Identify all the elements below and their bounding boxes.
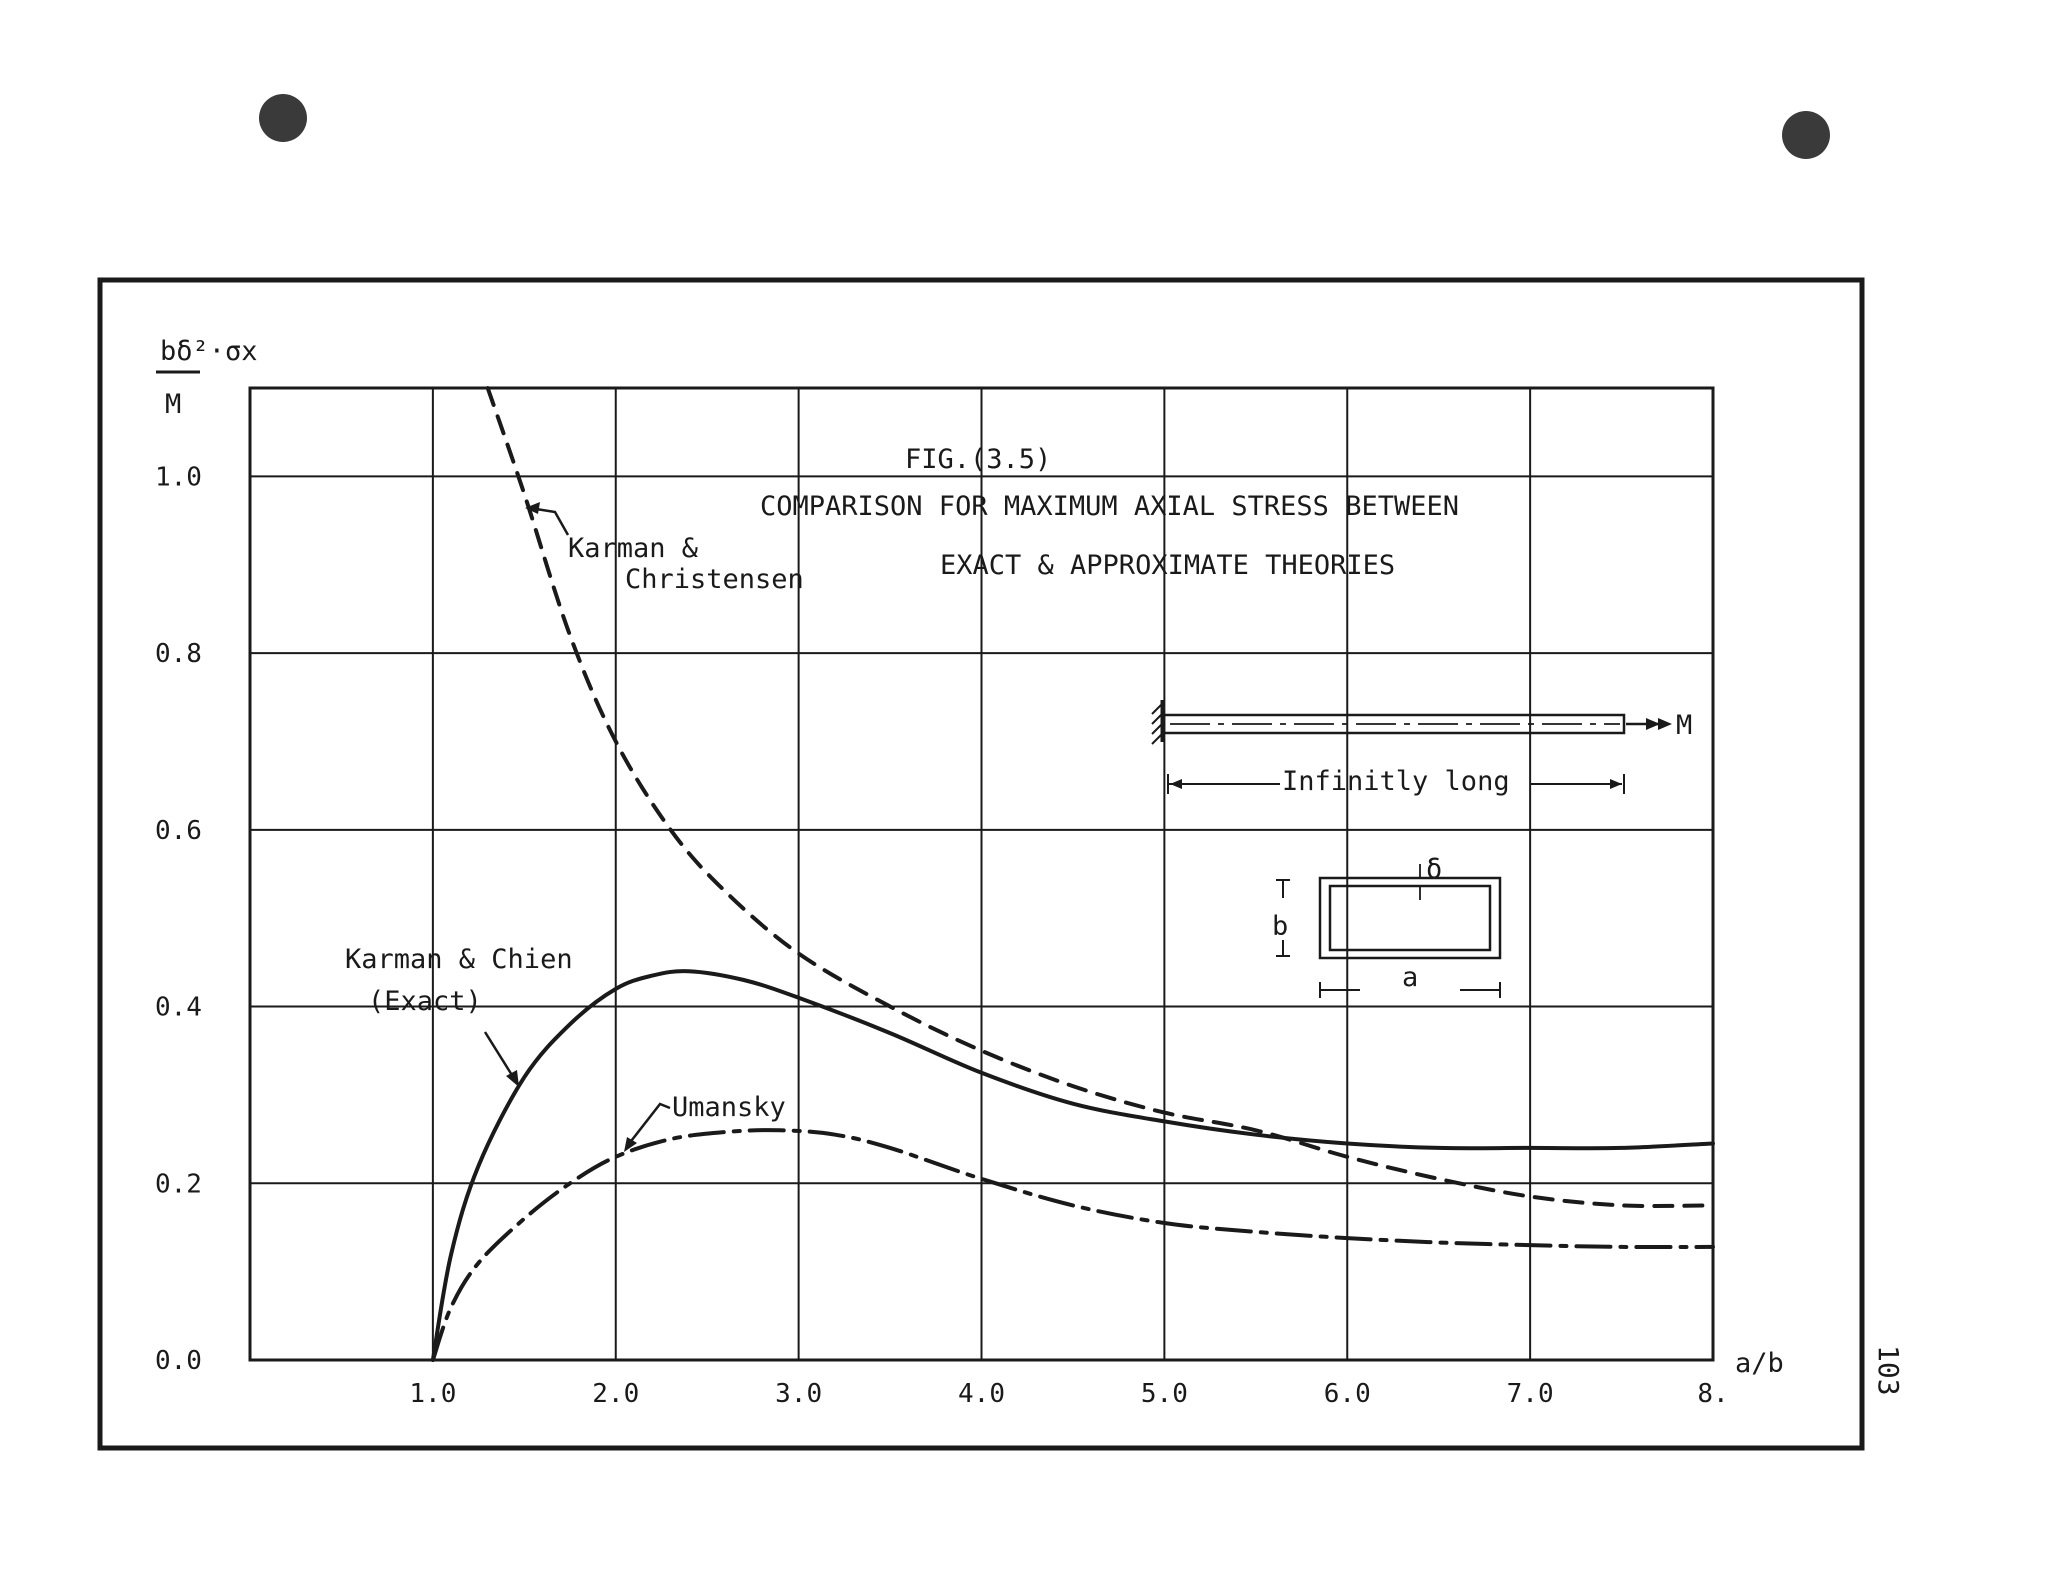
- data-series: [430, 386, 1715, 1362]
- series-line-karman-christensen: [485, 386, 1715, 1209]
- chart-subtitle-1: COMPARISON FOR MAXIMUM AXIAL STRESS BETW…: [760, 491, 1459, 522]
- inset-height-label: b: [1272, 911, 1288, 942]
- y-tick-label: 1.0: [155, 462, 202, 492]
- arrow-umansky: [627, 1102, 671, 1146]
- chart-subtitle-2: EXACT & APPROXIMATE THEORIES: [940, 550, 1395, 581]
- label-karman-christensen-2: Christensen: [625, 564, 804, 595]
- y-tick-label: 0.2: [155, 1169, 202, 1199]
- y-tick-label: 0.6: [155, 816, 202, 846]
- label-karman-chien-2: (Exact): [368, 986, 482, 1017]
- inset-thickness-label: δ: [1426, 854, 1442, 885]
- x-tick-label: 7.0: [1507, 1379, 1554, 1409]
- y-tick-label: 0.4: [155, 993, 202, 1023]
- arrowhead-umansky: [624, 1137, 637, 1152]
- plot-area: 1.0 2.0 3.0 4.0 5.0 6.0 7.0 8. 0.0 0.2 0.4 0.6 0.8 1.…: [155, 386, 1729, 1409]
- inset-width-label: a: [1402, 962, 1418, 993]
- label-karman-chien-1: Karman & Chien: [345, 944, 573, 975]
- x-tick-label: 4.0: [958, 1379, 1005, 1409]
- x-axis-label: a/b: [1735, 1348, 1784, 1379]
- chart-title: FIG.(3.5): [905, 444, 1051, 475]
- x-tick-label: 2.0: [592, 1379, 639, 1409]
- label-umansky: Umansky: [672, 1092, 786, 1123]
- arrowhead-karman-christensen: [525, 502, 540, 514]
- y-tick-label: 0.0: [155, 1346, 202, 1376]
- inset-cross-section: δ b a: [1272, 854, 1502, 998]
- arrowhead-karman-chien: [506, 1070, 519, 1087]
- arrow-karman-chien: [483, 1031, 517, 1081]
- plot-border: [248, 386, 1715, 1362]
- inset-beam: M Infinitly long: [1151, 700, 1692, 797]
- x-tick-label: 3.0: [775, 1379, 822, 1409]
- y-tick-label: 0.8: [155, 639, 202, 669]
- series-line-umansky: [430, 1128, 1715, 1362]
- y-axis-label-top: bδ²·σx: [160, 336, 258, 367]
- binder-hole-right: [1782, 111, 1830, 159]
- tick-labels: 1.0 2.0 3.0 4.0 5.0 6.0 7.0 8. 0.0 0.2 0.4 0.6 0.8 1.…: [155, 462, 1729, 1409]
- x-tick-label: 6.0: [1324, 1379, 1371, 1409]
- label-karman-christensen-1: Karman &: [568, 533, 699, 564]
- outer-frame: [97, 277, 1865, 1451]
- inset-moment-label: M: [1676, 710, 1692, 741]
- inset-length-label: Infinitly long: [1282, 766, 1510, 797]
- page-number: 103: [1872, 1345, 1905, 1396]
- binder-hole-left: [259, 94, 307, 142]
- x-tick-label: 8.: [1697, 1379, 1728, 1409]
- y-axis-label-bottom: M: [165, 389, 181, 420]
- grid-lines: [250, 388, 1713, 1360]
- series-line-karman-chien-exact: [430, 969, 1715, 1362]
- x-tick-label: 1.0: [409, 1379, 456, 1409]
- x-tick-label: 5.0: [1141, 1379, 1188, 1409]
